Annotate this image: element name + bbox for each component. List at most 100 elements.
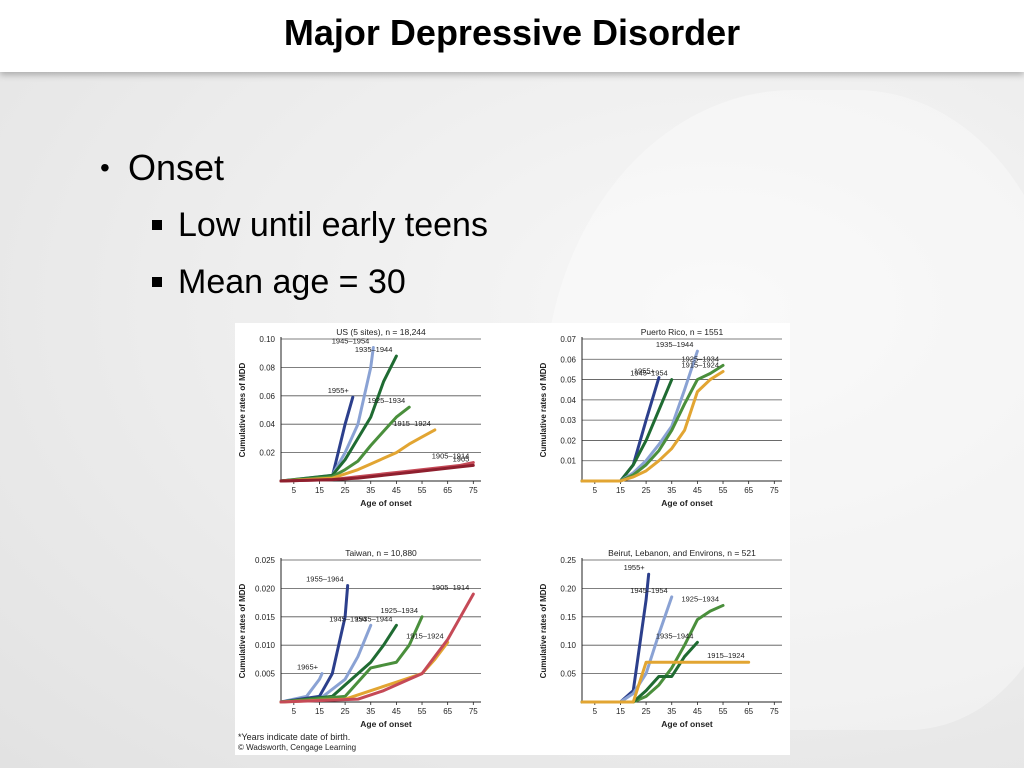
y-tick-label: 0.08 (259, 363, 275, 372)
series-label: 1945–1954 (332, 337, 370, 346)
x-axis-label: Age of onset (661, 719, 713, 729)
y-tick-label: 0.025 (255, 556, 276, 565)
series-label: 1915–1924 (707, 651, 745, 660)
series-label: 1915–1924 (406, 631, 444, 640)
x-tick-label: 5 (292, 486, 297, 495)
x-tick-label: 75 (469, 486, 478, 495)
series-label: 1955–1964 (306, 575, 344, 584)
series-label: 1915–1924 (393, 419, 431, 428)
series-line (279, 428, 437, 483)
y-tick-label: 0.04 (560, 396, 576, 405)
series-line (580, 378, 674, 483)
series-label: 1925–1934 (368, 396, 406, 405)
y-tick-label: 0.25 (560, 556, 576, 565)
y-tick-label: 0.010 (255, 641, 276, 650)
series-label: 1935–1944 (355, 614, 393, 623)
x-tick-label: 55 (719, 486, 728, 495)
x-tick-label: 65 (744, 486, 753, 495)
series-label: 1935–1944 (656, 631, 694, 640)
x-tick-label: 35 (366, 707, 375, 716)
y-axis-label: Cumulative rates of MDD (238, 362, 247, 457)
x-tick-label: 25 (341, 707, 350, 716)
x-tick-label: 15 (315, 707, 324, 716)
series-label: 1945–1954 (329, 614, 367, 623)
x-tick-label: 45 (693, 486, 702, 495)
series-label: 1905–1914 (432, 583, 470, 592)
y-tick-label: 0.005 (255, 670, 276, 679)
x-tick-label: 15 (616, 707, 625, 716)
series-line (279, 623, 373, 704)
x-tick-label: 65 (744, 707, 753, 716)
bullet-dot-icon: • (100, 152, 110, 183)
square-bullet-icon (152, 220, 162, 230)
chart-title: Taiwan, n = 10,880 (345, 548, 417, 558)
series-label: 1925–1934 (681, 354, 719, 363)
series-label: 1955+ (624, 563, 646, 572)
x-axis-label: Age of onset (360, 719, 412, 729)
sub-bullet-text: Mean age = 30 (178, 262, 406, 301)
x-axis-label: Age of onset (360, 498, 412, 508)
figure-footnote: *Years indicate date of birth. (238, 732, 351, 742)
series-label: 1915–1924 (681, 360, 719, 369)
y-tick-label: 0.05 (560, 670, 576, 679)
chart-title: US (5 sites), n = 18,244 (336, 327, 426, 337)
series-line (279, 405, 411, 483)
slide-title: Major Depressive Disorder (283, 12, 741, 53)
chart-title: Beirut, Lebanon, and Environs, n = 521 (608, 548, 756, 558)
figure-credit: © Wadsworth, Cengage Learning (238, 743, 357, 752)
series-label: 1935–1944 (656, 340, 694, 349)
x-tick-label: 25 (341, 486, 350, 495)
series-label: 1955+ (634, 367, 656, 376)
x-tick-label: 55 (418, 707, 427, 716)
x-tick-label: 75 (770, 486, 779, 495)
x-tick-label: 35 (366, 486, 375, 495)
x-tick-label: 15 (616, 486, 625, 495)
x-tick-label: 5 (593, 707, 598, 716)
series-label: 1935–1944 (355, 345, 393, 354)
series-label: 1905–1914 (432, 452, 470, 461)
y-tick-label: 0.020 (255, 584, 276, 593)
series-line (279, 463, 475, 483)
x-tick-label: 35 (667, 707, 676, 716)
series-label: 1925–1934 (681, 594, 719, 603)
x-tick-label: 5 (292, 707, 297, 716)
sub-bullet-text: Low until early teens (178, 205, 488, 244)
x-axis-label: Age of onset (661, 498, 713, 508)
chart-title: Puerto Rico, n = 1551 (641, 327, 724, 337)
bullet-text: Onset (128, 147, 225, 188)
series-line (580, 369, 725, 483)
y-tick-label: 0.04 (259, 420, 275, 429)
series-line (279, 615, 424, 704)
x-tick-label: 25 (642, 707, 651, 716)
x-tick-label: 45 (392, 707, 401, 716)
series-label: 1945–1954 (630, 586, 668, 595)
x-tick-label: 15 (315, 486, 324, 495)
title-bar: Major Depressive Disorder (0, 0, 1024, 72)
x-tick-label: 25 (642, 486, 651, 495)
series-line (580, 660, 751, 704)
y-tick-label: 0.06 (560, 355, 576, 364)
x-tick-label: 5 (593, 486, 598, 495)
x-tick-label: 45 (693, 707, 702, 716)
series-label: 1905 (453, 454, 470, 463)
y-tick-label: 0.05 (560, 376, 576, 385)
y-tick-label: 0.15 (560, 613, 576, 622)
y-axis-label: Cumulative rates of MDD (539, 583, 548, 678)
y-tick-label: 0.10 (560, 641, 576, 650)
x-tick-label: 65 (443, 486, 452, 495)
y-tick-label: 0.02 (560, 436, 576, 445)
y-axis-label: Cumulative rates of MDD (238, 583, 247, 678)
y-tick-label: 0.03 (560, 416, 576, 425)
series-label: 1965+ (297, 663, 319, 672)
sub-bullet-item: Mean age = 30 (152, 260, 488, 304)
series-line (279, 592, 475, 704)
bullet-item: • Onset (100, 146, 488, 190)
x-tick-label: 75 (770, 707, 779, 716)
x-tick-label: 55 (418, 486, 427, 495)
y-tick-label: 0.07 (560, 335, 576, 344)
x-tick-label: 45 (392, 486, 401, 495)
mdd-onset-figure: US (5 sites), n = 18,244 0.02 0.04 0.06 0.08… (235, 323, 790, 755)
charts-svg: US (5 sites), n = 18,244 0.02 0.04 0.06 0.08… (238, 327, 782, 729)
series-label: 1945–1954 (630, 369, 668, 378)
sub-bullet-item: Low until early teens (152, 203, 488, 247)
